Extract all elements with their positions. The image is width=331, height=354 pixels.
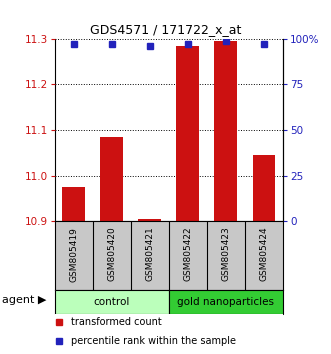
Bar <box>169 290 283 314</box>
Text: GSM805423: GSM805423 <box>221 227 230 281</box>
Text: transformed count: transformed count <box>71 317 161 327</box>
Text: percentile rank within the sample: percentile rank within the sample <box>71 336 236 346</box>
Text: GSM805419: GSM805419 <box>69 227 78 281</box>
Text: gold nanoparticles: gold nanoparticles <box>177 297 274 307</box>
Bar <box>253 155 275 221</box>
Text: GDS4571 / 171722_x_at: GDS4571 / 171722_x_at <box>90 23 241 36</box>
Text: GSM805422: GSM805422 <box>183 227 192 281</box>
Bar <box>176 46 199 221</box>
Text: GSM805421: GSM805421 <box>145 227 154 281</box>
Bar <box>55 290 169 314</box>
Bar <box>214 41 237 221</box>
Bar <box>138 219 161 221</box>
Text: control: control <box>94 297 130 307</box>
Bar <box>62 187 85 221</box>
Text: agent ▶: agent ▶ <box>2 295 46 305</box>
Text: GSM805424: GSM805424 <box>260 227 268 281</box>
Text: GSM805420: GSM805420 <box>107 227 116 281</box>
Bar <box>100 137 123 221</box>
